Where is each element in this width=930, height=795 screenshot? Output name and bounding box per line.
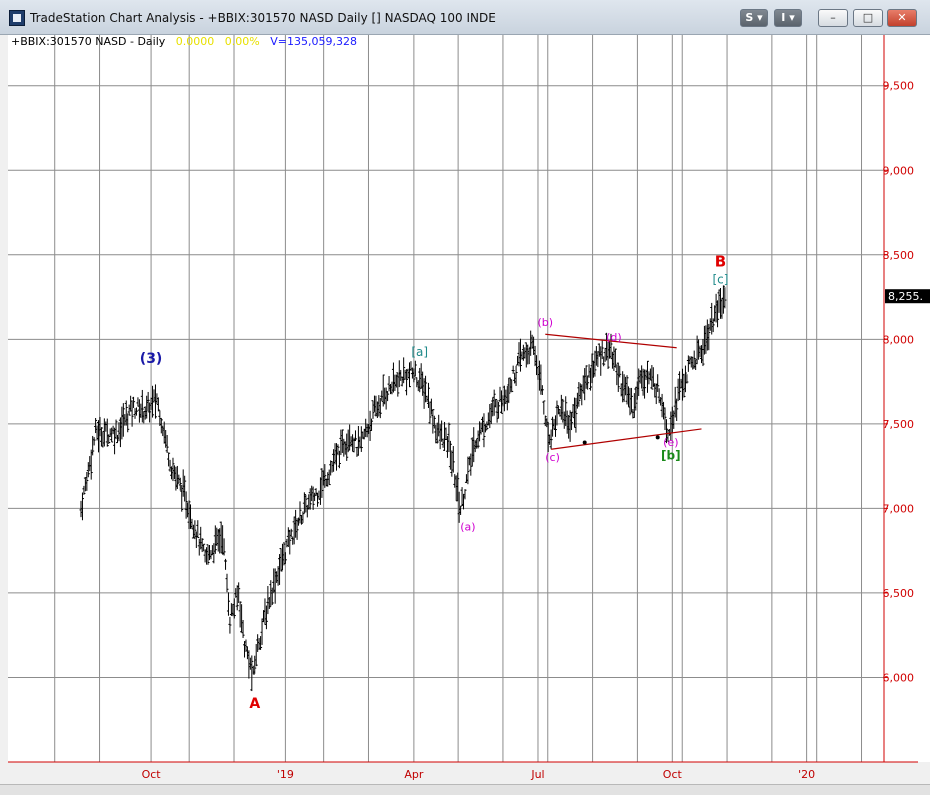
price-tick-label: 7,500 bbox=[883, 418, 915, 431]
wave-label: (c) bbox=[545, 451, 560, 464]
chart-header: +BBIX:301570 NASD - Daily 0.0000 0.00% V… bbox=[11, 35, 357, 48]
price-tick-label: 8,500 bbox=[883, 249, 915, 262]
wave-label: (a) bbox=[460, 520, 475, 533]
wave-label: B bbox=[715, 253, 726, 271]
s-button-label: S bbox=[745, 11, 754, 24]
price-tick-label: 8,000 bbox=[883, 333, 915, 346]
triangle-trendline bbox=[551, 428, 702, 450]
wave-label: (e) bbox=[663, 436, 678, 449]
time-tick-label: '19 bbox=[277, 768, 294, 781]
wave-label: (b) bbox=[537, 316, 553, 329]
price-tick-label: 6,000 bbox=[883, 671, 915, 684]
app-icon bbox=[9, 10, 25, 26]
time-tick-label: Oct bbox=[142, 768, 162, 781]
trendline-point bbox=[582, 440, 587, 445]
wave-label: [a] bbox=[411, 345, 428, 359]
wave-label: (3) bbox=[140, 351, 163, 367]
close-button[interactable]: ✕ bbox=[887, 9, 917, 27]
time-tick-label: Jul bbox=[530, 768, 544, 781]
wave-label: A bbox=[249, 696, 260, 712]
change-value: 0.0000 bbox=[175, 35, 215, 48]
last-price-label: 8,255. bbox=[888, 290, 923, 303]
last-price-box bbox=[885, 289, 930, 304]
price-tick-label: 9,000 bbox=[883, 164, 915, 177]
volume-value: V=135,059,328 bbox=[270, 35, 357, 48]
wave-label: [c] bbox=[712, 273, 728, 287]
symbol-label: +BBIX:301570 NASD - Daily bbox=[11, 35, 166, 48]
triangle-trendline bbox=[545, 333, 677, 349]
i-menu-button[interactable]: I ▾ bbox=[774, 9, 802, 27]
time-tick-label: Apr bbox=[404, 768, 424, 781]
price-axis bbox=[884, 35, 930, 762]
trendline-point bbox=[655, 435, 660, 440]
change-pct: 0.00% bbox=[224, 35, 260, 48]
time-tick-label: '20 bbox=[798, 768, 815, 781]
horizontal-scrollbar[interactable] bbox=[0, 784, 930, 795]
i-button-label: I bbox=[781, 11, 786, 24]
s-menu-button[interactable]: S ▾ bbox=[740, 9, 768, 27]
wave-label: (d) bbox=[606, 331, 622, 344]
minimize-button[interactable]: – bbox=[818, 9, 848, 27]
window-title: TradeStation Chart Analysis - +BBIX:3015… bbox=[30, 11, 496, 25]
price-tick-label: 9,500 bbox=[883, 80, 915, 93]
restore-button[interactable]: □ bbox=[853, 9, 883, 27]
window-titlebar: TradeStation Chart Analysis - +BBIX:3015… bbox=[0, 0, 930, 35]
price-tick-label: 7,000 bbox=[883, 502, 915, 515]
time-tick-label: Oct bbox=[663, 768, 683, 781]
wave-label: [b] bbox=[661, 448, 681, 462]
price-tick-label: 6,500 bbox=[883, 587, 915, 600]
